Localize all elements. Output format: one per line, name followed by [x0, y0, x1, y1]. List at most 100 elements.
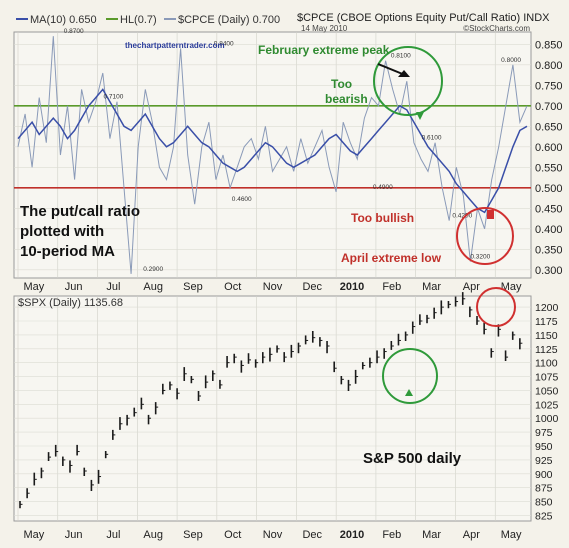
spx-note: S&P 500 daily — [363, 450, 462, 467]
tick-labels: May May Jun Jun Jul Jul Aug Aug Sep Sep Oct Oct Nov N… — [23, 39, 562, 541]
cpce-y-tick-label: 0.300 — [535, 265, 563, 277]
website-label: thechartpatterntrader.com — [125, 41, 225, 50]
hl-legend-label: HL(0.7) — [120, 14, 157, 26]
spx-x-tick-label: Jun — [65, 529, 83, 541]
pc-note-line2: plotted with — [20, 223, 104, 240]
chart-credit: ©StockCharts.com — [463, 24, 530, 33]
cpce-ma-line — [17, 88, 528, 214]
cpce-point-label: 0.7100 — [103, 94, 123, 101]
spx-x-tick-label: 2010 — [340, 529, 364, 541]
feb-peak-circle — [373, 46, 443, 116]
spx-y-tick-label: 1000 — [535, 413, 559, 425]
cpce-point-label: 0.8700 — [64, 28, 84, 35]
cpce-point-label: 0.4200 — [452, 213, 472, 220]
spx-x-tick-label: Oct — [224, 529, 241, 541]
spx-y-tick-label: 1050 — [535, 385, 559, 397]
cpce-y-tick-label: 0.500 — [535, 183, 563, 195]
cpce-y-tick-label: 0.550 — [535, 162, 563, 174]
feb-peak-arrowhead — [398, 70, 410, 77]
spx-y-tick-label: 1200 — [535, 302, 559, 314]
cpce-y-tick-label: 0.350 — [535, 244, 563, 256]
april-low-annotation: April extreme low — [341, 251, 442, 265]
cpce-x-tick-label: Mar — [422, 281, 441, 293]
bullish-signal-marker — [487, 210, 494, 219]
buy-signal-marker — [405, 389, 413, 396]
spx-y-tick-label: 1125 — [535, 344, 558, 356]
chart-date: 14 May 2010 — [301, 24, 348, 33]
point-labels: 0.8700 0.7100 0.2900 0.8400 0.4600 0.4900 0.81… — [64, 28, 522, 273]
cpce-y-tick-label: 0.850 — [535, 39, 563, 51]
too-bullish-annotation: Too bullish — [351, 211, 414, 225]
too-bearish-line2: bearish — [325, 92, 368, 106]
cpce-x-tick-label: 2010 — [340, 281, 364, 293]
spx-x-tick-label: May — [501, 529, 522, 541]
april-low-circle — [456, 207, 514, 265]
cpce-y-tick-label: 0.650 — [535, 121, 563, 133]
cpce-y-tick-label: 0.700 — [535, 101, 563, 113]
cpce-daily-line — [17, 36, 528, 274]
spx-x-tick-label: Nov — [263, 529, 283, 541]
cpce-y-tick-label: 0.800 — [535, 60, 563, 72]
cpce-point-label: 0.3200 — [470, 254, 490, 261]
cpce-x-tick-label: Sep — [183, 281, 203, 293]
spx-legend-label: $SPX (Daily) 1135.68 — [18, 297, 123, 309]
april-top-circle — [476, 287, 516, 327]
spx-x-tick-label: Sep — [183, 529, 203, 541]
cpce-point-label: 0.8100 — [391, 53, 411, 60]
feb-peak-annotation: February extreme peak — [258, 43, 390, 57]
spx-y-tick-label: 1025 — [535, 399, 559, 411]
cpce-x-tick-label: Jun — [65, 281, 83, 293]
cpce-x-tick-label: May — [501, 281, 522, 293]
spx-y-tick-label: 925 — [535, 455, 553, 467]
spx-y-tick-label: 875 — [535, 483, 553, 495]
spx-x-tick-label: Apr — [463, 529, 480, 541]
cpce-x-tick-label: Dec — [302, 281, 322, 293]
spx-panel — [13, 295, 532, 522]
cpce-x-tick-label: Nov — [263, 281, 283, 293]
spx-x-tick-label: May — [23, 529, 44, 541]
cpce-y-tick-label: 0.400 — [535, 224, 563, 236]
cpce-point-label: 0.8000 — [501, 57, 521, 64]
spx-y-tick-label: 1150 — [535, 330, 558, 342]
chart-title: $CPCE (CBOE Options Equity Put/Call Rati… — [297, 12, 550, 24]
spx-y-tick-label: 1075 — [535, 372, 559, 384]
cpce-x-tick-label: May — [23, 281, 44, 293]
ma-legend-label: MA(10) 0.650 — [30, 14, 97, 26]
spx-series — [19, 292, 523, 509]
bearish-signal-marker — [416, 112, 424, 120]
spx-y-tick-label: 825 — [535, 510, 553, 522]
cpce-point-label: 0.2900 — [143, 266, 163, 273]
spx-y-tick-label: 975 — [535, 427, 553, 439]
cpce-point-label: 0.4900 — [373, 184, 393, 191]
cpce-series — [17, 36, 528, 274]
spx-x-tick-label: Jul — [106, 529, 120, 541]
cpce-y-tick-label: 0.600 — [535, 142, 563, 154]
cpce-x-tick-label: Apr — [463, 281, 480, 293]
spx-y-tick-label: 1100 — [535, 358, 558, 370]
cpce-point-label: 0.6100 — [422, 135, 442, 142]
spx-y-tick-label: 900 — [535, 469, 553, 481]
too-bearish-line1: Too — [331, 77, 352, 91]
spx-x-tick-label: Aug — [143, 529, 163, 541]
feb-peak-arrow — [377, 63, 406, 76]
cpce-x-tick-label: Jul — [106, 281, 120, 293]
spx-x-tick-label: Feb — [382, 529, 401, 541]
spx-y-tick-label: 950 — [535, 441, 553, 453]
pc-note-line1: The put/call ratio — [20, 203, 140, 220]
spx-x-tick-label: Mar — [422, 529, 441, 541]
spx-x-tick-label: Dec — [302, 529, 322, 541]
cpce-point-label: 0.8400 — [214, 40, 234, 47]
cpce-legend-label: $CPCE (Daily) 0.700 — [178, 14, 280, 26]
horizontal-levels — [14, 105, 531, 189]
cpce-x-tick-label: Aug — [143, 281, 163, 293]
cpce-y-tick-label: 0.750 — [535, 80, 563, 92]
cpce-panel — [13, 31, 532, 279]
feb-low-circle — [382, 348, 438, 404]
pc-note-line3: 10-period MA — [20, 243, 115, 260]
cpce-y-tick-label: 0.450 — [535, 203, 563, 215]
spx-y-tick-label: 850 — [535, 497, 553, 509]
cpce-x-tick-label: Oct — [224, 281, 241, 293]
cpce-x-tick-label: Feb — [382, 281, 401, 293]
